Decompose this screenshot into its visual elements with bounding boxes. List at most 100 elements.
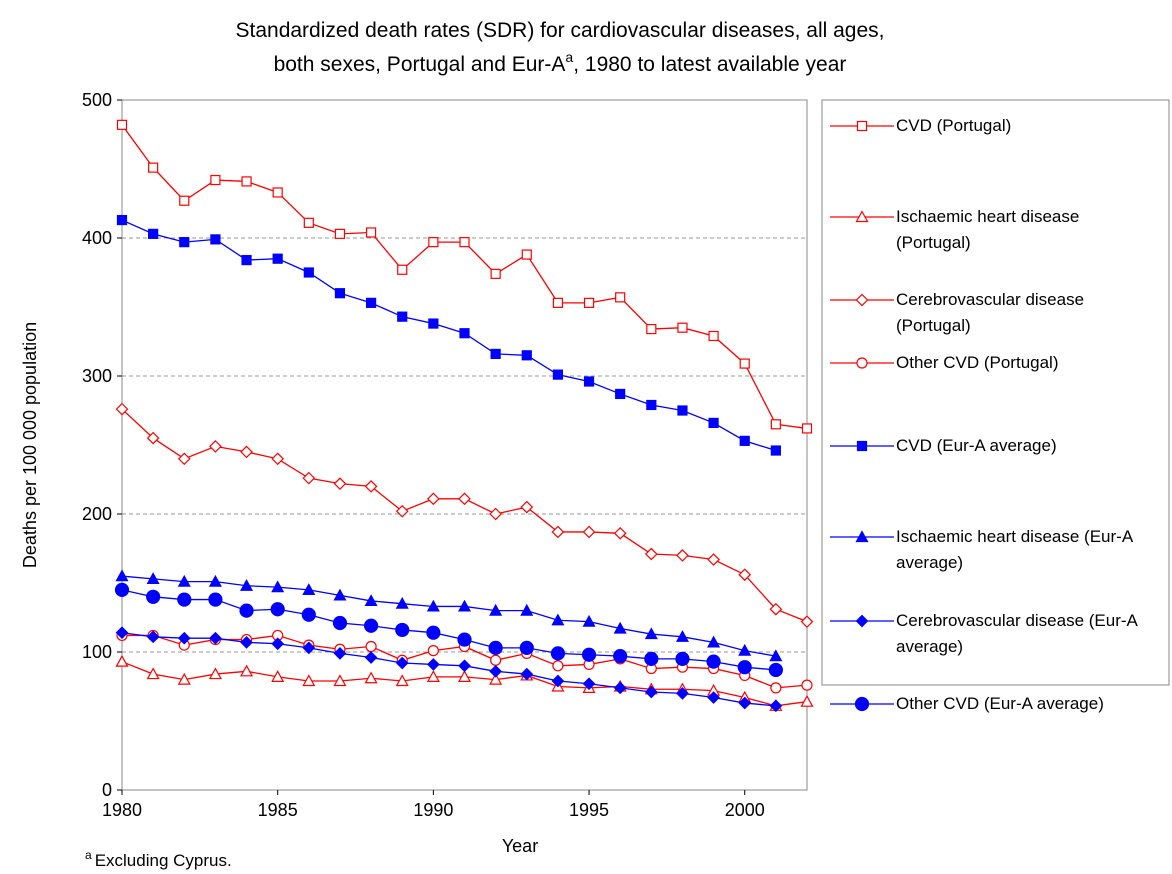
marker xyxy=(675,630,689,642)
marker xyxy=(675,651,690,667)
marker xyxy=(676,549,689,562)
legend-label: Ischaemic heart disease (Portugal) xyxy=(896,207,1080,252)
legend-swatch xyxy=(830,696,894,712)
marker xyxy=(115,402,129,416)
marker xyxy=(552,660,564,672)
marker xyxy=(768,662,783,678)
marker xyxy=(428,318,439,329)
legend-label: Cerebrovascular disease (Eur-A average) xyxy=(896,611,1137,656)
marker xyxy=(459,237,470,248)
marker xyxy=(397,311,408,322)
marker xyxy=(334,228,346,239)
legend-item: Other CVD (Portugal) xyxy=(830,350,1141,376)
marker xyxy=(115,654,129,667)
legend-swatch xyxy=(830,210,894,223)
marker xyxy=(489,603,503,616)
marker xyxy=(333,588,347,601)
marker xyxy=(363,618,379,633)
marker xyxy=(302,583,316,596)
series-line xyxy=(121,408,808,623)
marker xyxy=(738,696,752,710)
marker xyxy=(739,435,750,446)
marker xyxy=(209,631,222,645)
marker xyxy=(208,592,223,607)
marker xyxy=(519,640,534,655)
marker xyxy=(365,297,377,308)
marker xyxy=(177,672,191,685)
marker xyxy=(646,399,657,411)
marker xyxy=(333,674,347,687)
marker xyxy=(240,664,254,677)
marker xyxy=(646,323,657,335)
marker xyxy=(365,227,377,238)
marker xyxy=(706,654,721,669)
y-tick-label: 500 xyxy=(82,90,112,110)
marker xyxy=(146,667,160,680)
marker xyxy=(707,635,721,648)
marker xyxy=(272,253,283,264)
marker xyxy=(397,264,408,275)
marker xyxy=(241,176,252,187)
marker xyxy=(739,358,750,369)
marker xyxy=(395,674,409,687)
marker xyxy=(459,328,470,339)
marker xyxy=(769,649,783,662)
series-line xyxy=(121,632,776,707)
marker xyxy=(521,249,532,260)
marker xyxy=(395,622,410,638)
y-tick-label: 100 xyxy=(82,642,112,662)
marker xyxy=(457,632,472,647)
marker xyxy=(271,452,285,466)
marker xyxy=(271,637,285,651)
marker xyxy=(426,670,440,682)
marker xyxy=(582,677,596,691)
marker xyxy=(490,348,501,360)
marker xyxy=(208,667,222,680)
legend-label: Other CVD (Eur-A average) xyxy=(896,694,1104,713)
marker xyxy=(489,507,502,521)
x-tick-label: 1980 xyxy=(102,800,142,820)
marker xyxy=(738,643,752,656)
marker xyxy=(520,603,534,616)
marker xyxy=(426,599,440,612)
marker xyxy=(801,679,813,691)
marker xyxy=(146,589,161,604)
marker xyxy=(177,574,191,587)
marker xyxy=(489,664,502,678)
marker xyxy=(488,640,503,655)
marker xyxy=(333,647,347,660)
marker xyxy=(364,671,378,684)
marker xyxy=(301,607,316,622)
marker xyxy=(613,681,627,695)
marker xyxy=(615,292,626,303)
marker xyxy=(800,615,814,628)
marker xyxy=(179,195,190,206)
marker xyxy=(333,477,347,490)
marker xyxy=(364,651,378,664)
y-tick-label: 300 xyxy=(82,366,112,386)
marker xyxy=(644,547,658,561)
legend-box xyxy=(821,99,1170,686)
marker xyxy=(146,572,160,584)
marker xyxy=(427,658,440,671)
marker xyxy=(677,405,688,416)
marker xyxy=(769,602,783,616)
marker xyxy=(582,525,596,539)
marker xyxy=(856,440,868,452)
marker xyxy=(395,504,409,518)
marker xyxy=(644,685,658,699)
marker xyxy=(489,672,503,685)
marker xyxy=(271,580,285,593)
marker xyxy=(457,670,472,682)
marker xyxy=(395,596,409,609)
marker xyxy=(271,670,285,682)
marker xyxy=(856,120,868,132)
marker xyxy=(146,630,160,644)
marker xyxy=(770,419,781,430)
marker xyxy=(240,635,253,649)
marker xyxy=(240,579,254,591)
marker xyxy=(209,440,222,453)
marker xyxy=(427,645,439,657)
marker xyxy=(332,615,348,631)
